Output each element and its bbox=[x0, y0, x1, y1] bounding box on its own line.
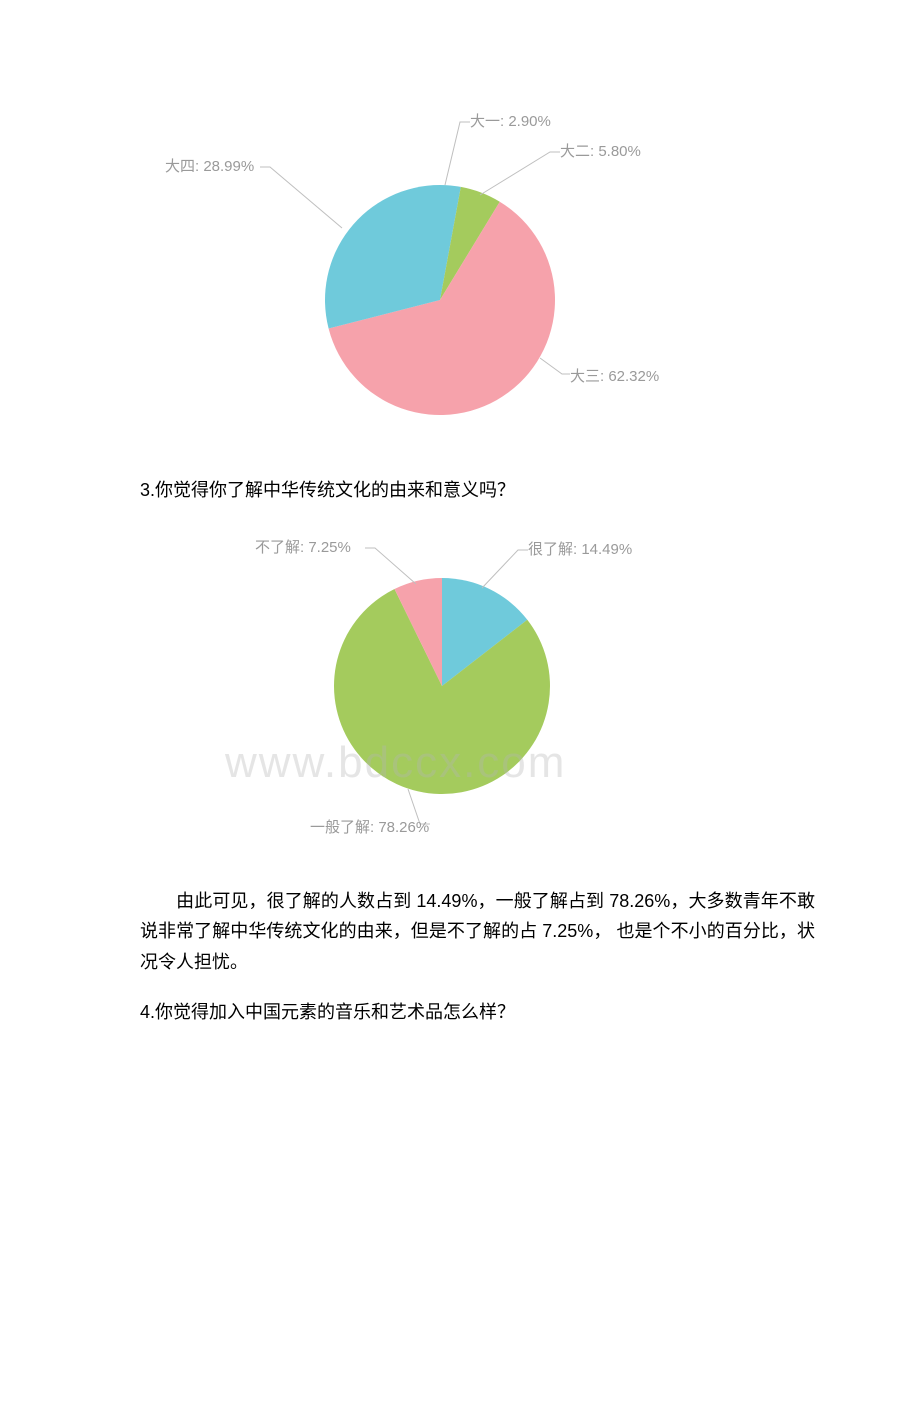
question-4: 4.你觉得加入中国元素的音乐和艺术品怎么样？ bbox=[140, 997, 815, 1028]
pie-label: 一般了解: 78.26% bbox=[310, 816, 429, 837]
leader-line bbox=[482, 550, 528, 588]
pie-label: 大四: 28.99% bbox=[165, 155, 254, 176]
pie-label: 大二: 5.80% bbox=[560, 140, 641, 161]
leader-line bbox=[365, 548, 416, 584]
understanding-pie-chart: 很了解: 14.49% 一般了解: 78.26% 不了解: 7.25% bbox=[200, 526, 760, 846]
analysis-paragraph: 由此可见，很了解的人数占到 14.49%，一般了解占到 78.26%，大多数青年… bbox=[140, 886, 815, 978]
pie-label: 不了解: 7.25% bbox=[255, 536, 351, 557]
grade-pie-chart: 大一: 2.90%大二: 5.80%大三: 62.32%大四: 28.99% bbox=[170, 110, 730, 450]
pie-svg-2 bbox=[200, 526, 760, 846]
question-3: 3.你觉得你了解中华传统文化的由来和意义吗？ bbox=[140, 475, 815, 506]
pie-label: 很了解: 14.49% bbox=[528, 538, 632, 559]
pie-label: 大三: 62.32% bbox=[570, 365, 659, 386]
pie-label: 大一: 2.90% bbox=[470, 110, 551, 131]
leader-line bbox=[445, 122, 470, 185]
leader-line bbox=[480, 152, 560, 195]
leader-line bbox=[260, 167, 342, 228]
leader-line bbox=[540, 358, 570, 374]
